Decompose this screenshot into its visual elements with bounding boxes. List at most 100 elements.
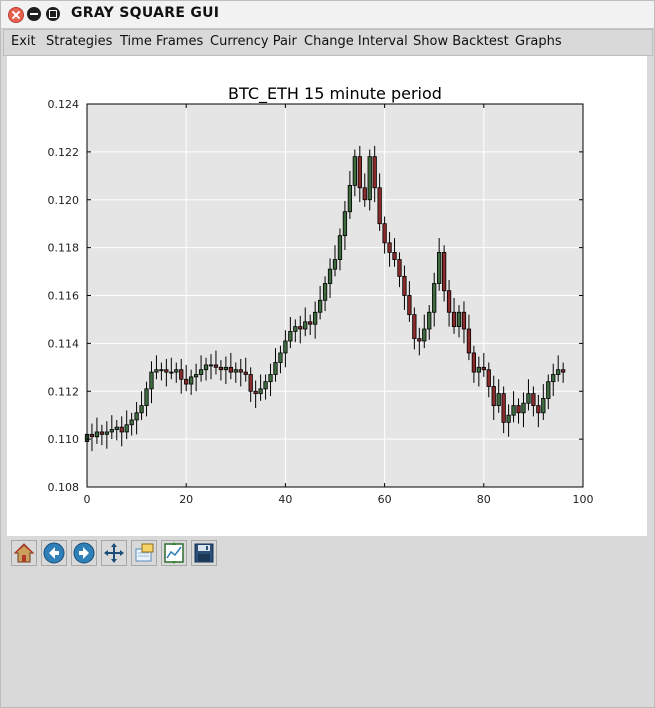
pan-button[interactable]: [101, 540, 127, 566]
menu-strategies[interactable]: Strategies: [46, 34, 113, 49]
y-tick-label: 0.122: [48, 146, 80, 159]
x-tick-label: 40: [278, 493, 292, 506]
candle-up: [288, 331, 293, 342]
candle-up: [352, 156, 357, 186]
x-tick-label: 60: [378, 493, 392, 506]
candle-up: [94, 431, 100, 438]
candle-up: [144, 388, 149, 407]
candle-up: [437, 252, 442, 284]
candle-down: [446, 290, 452, 313]
x-tick-label: 80: [477, 493, 491, 506]
candle-up: [367, 156, 372, 201]
candle-up: [268, 374, 273, 383]
candle-down: [228, 366, 233, 373]
candle-down: [377, 187, 382, 225]
candle-down: [372, 156, 377, 189]
candle-up: [511, 405, 516, 416]
pan-icon: [104, 543, 124, 563]
menu-graphs[interactable]: Graphs: [515, 34, 562, 49]
candle-up: [347, 184, 353, 213]
candle-up: [337, 235, 343, 260]
menu-exit[interactable]: Exit: [11, 34, 36, 49]
candle-up: [506, 414, 511, 423]
candle-up: [169, 371, 174, 374]
menu-show-backtest[interactable]: Show Backtest: [413, 34, 509, 49]
candle-up: [541, 398, 546, 414]
maximize-window-button[interactable]: [46, 7, 60, 21]
candle-up: [174, 369, 179, 373]
candle-up: [432, 283, 437, 313]
candle-up: [327, 268, 333, 284]
candle-up: [476, 366, 481, 373]
candle-down: [387, 242, 392, 253]
candle-down: [501, 393, 506, 423]
candle-down: [184, 378, 189, 385]
title-bar: GRAY SQUARE GUI: [0, 0, 655, 29]
candle-down: [213, 364, 219, 368]
candle-up: [427, 311, 432, 330]
candle-down: [407, 295, 412, 316]
candle-up: [303, 321, 308, 330]
candle-down: [382, 223, 387, 244]
chart-canvas[interactable]: BTC_ETH 15 minute period 0 20 40 60 80 100 0.1…: [7, 56, 647, 536]
candle-up: [293, 326, 298, 332]
home-button[interactable]: [11, 540, 37, 566]
candle-up: [278, 352, 283, 363]
candle-up: [139, 405, 144, 414]
minimize-window-button[interactable]: [27, 7, 41, 21]
forward-button[interactable]: [71, 540, 97, 566]
candle-down: [248, 374, 253, 392]
menu-currency-pair[interactable]: Currency Pair: [210, 34, 297, 49]
y-tick-label: 0.110: [48, 433, 80, 446]
zoom-button[interactable]: [131, 540, 157, 566]
candle-up: [273, 362, 278, 375]
axes: 0 20 40 60 80 100 0.108 0.110 0.112 0.114 0.116 0.1…: [48, 98, 594, 506]
forward-arrow-icon: [73, 542, 95, 564]
candle-down: [412, 314, 417, 339]
candle-up: [526, 393, 531, 404]
candle-down: [561, 369, 566, 373]
save-icon: [194, 543, 214, 563]
candlestick-chart: BTC_ETH 15 minute period 0 20 40 60 80 100 0.1…: [48, 84, 594, 506]
candle-up: [208, 364, 214, 367]
candle-up: [313, 311, 318, 325]
menu-change-interval[interactable]: Change Interval: [304, 34, 408, 49]
x-tick-label: 0: [84, 493, 91, 506]
candle-down: [89, 433, 95, 438]
candle-up: [551, 374, 556, 383]
chart-title: BTC_ETH 15 minute period: [228, 84, 442, 104]
candle-down: [536, 405, 541, 414]
candle-down: [357, 156, 362, 189]
candle-down: [253, 390, 258, 395]
candle-down: [397, 259, 402, 277]
candle-up: [332, 259, 338, 270]
candle-up: [149, 371, 154, 390]
candle-down: [179, 369, 184, 380]
candle-down: [531, 393, 536, 407]
candle-up: [198, 369, 204, 375]
y-tick-label: 0.124: [48, 98, 80, 111]
y-tick-label: 0.108: [48, 481, 80, 494]
candle-down: [243, 371, 248, 375]
zoom-rect-icon: [135, 543, 154, 562]
close-window-button[interactable]: [8, 7, 24, 23]
candle-down: [461, 311, 467, 330]
candle-up: [283, 340, 288, 354]
candle-down: [119, 426, 124, 433]
save-button[interactable]: [191, 540, 217, 566]
candle-up: [154, 369, 159, 373]
candle-down: [486, 369, 491, 387]
candle-down: [298, 326, 303, 330]
candle-down: [491, 386, 496, 407]
y-tick-label: 0.118: [48, 242, 80, 255]
configure-subplots-button[interactable]: [161, 540, 187, 566]
window-title: GRAY SQUARE GUI: [71, 5, 220, 21]
y-tick-label: 0.116: [48, 290, 80, 303]
back-button[interactable]: [41, 540, 67, 566]
candle-down: [238, 369, 243, 373]
y-tick-label: 0.120: [48, 194, 80, 207]
candle-up: [203, 364, 209, 371]
menu-time-frames[interactable]: Time Frames: [120, 34, 204, 49]
candle-down: [392, 252, 397, 260]
back-arrow-icon: [43, 542, 65, 564]
